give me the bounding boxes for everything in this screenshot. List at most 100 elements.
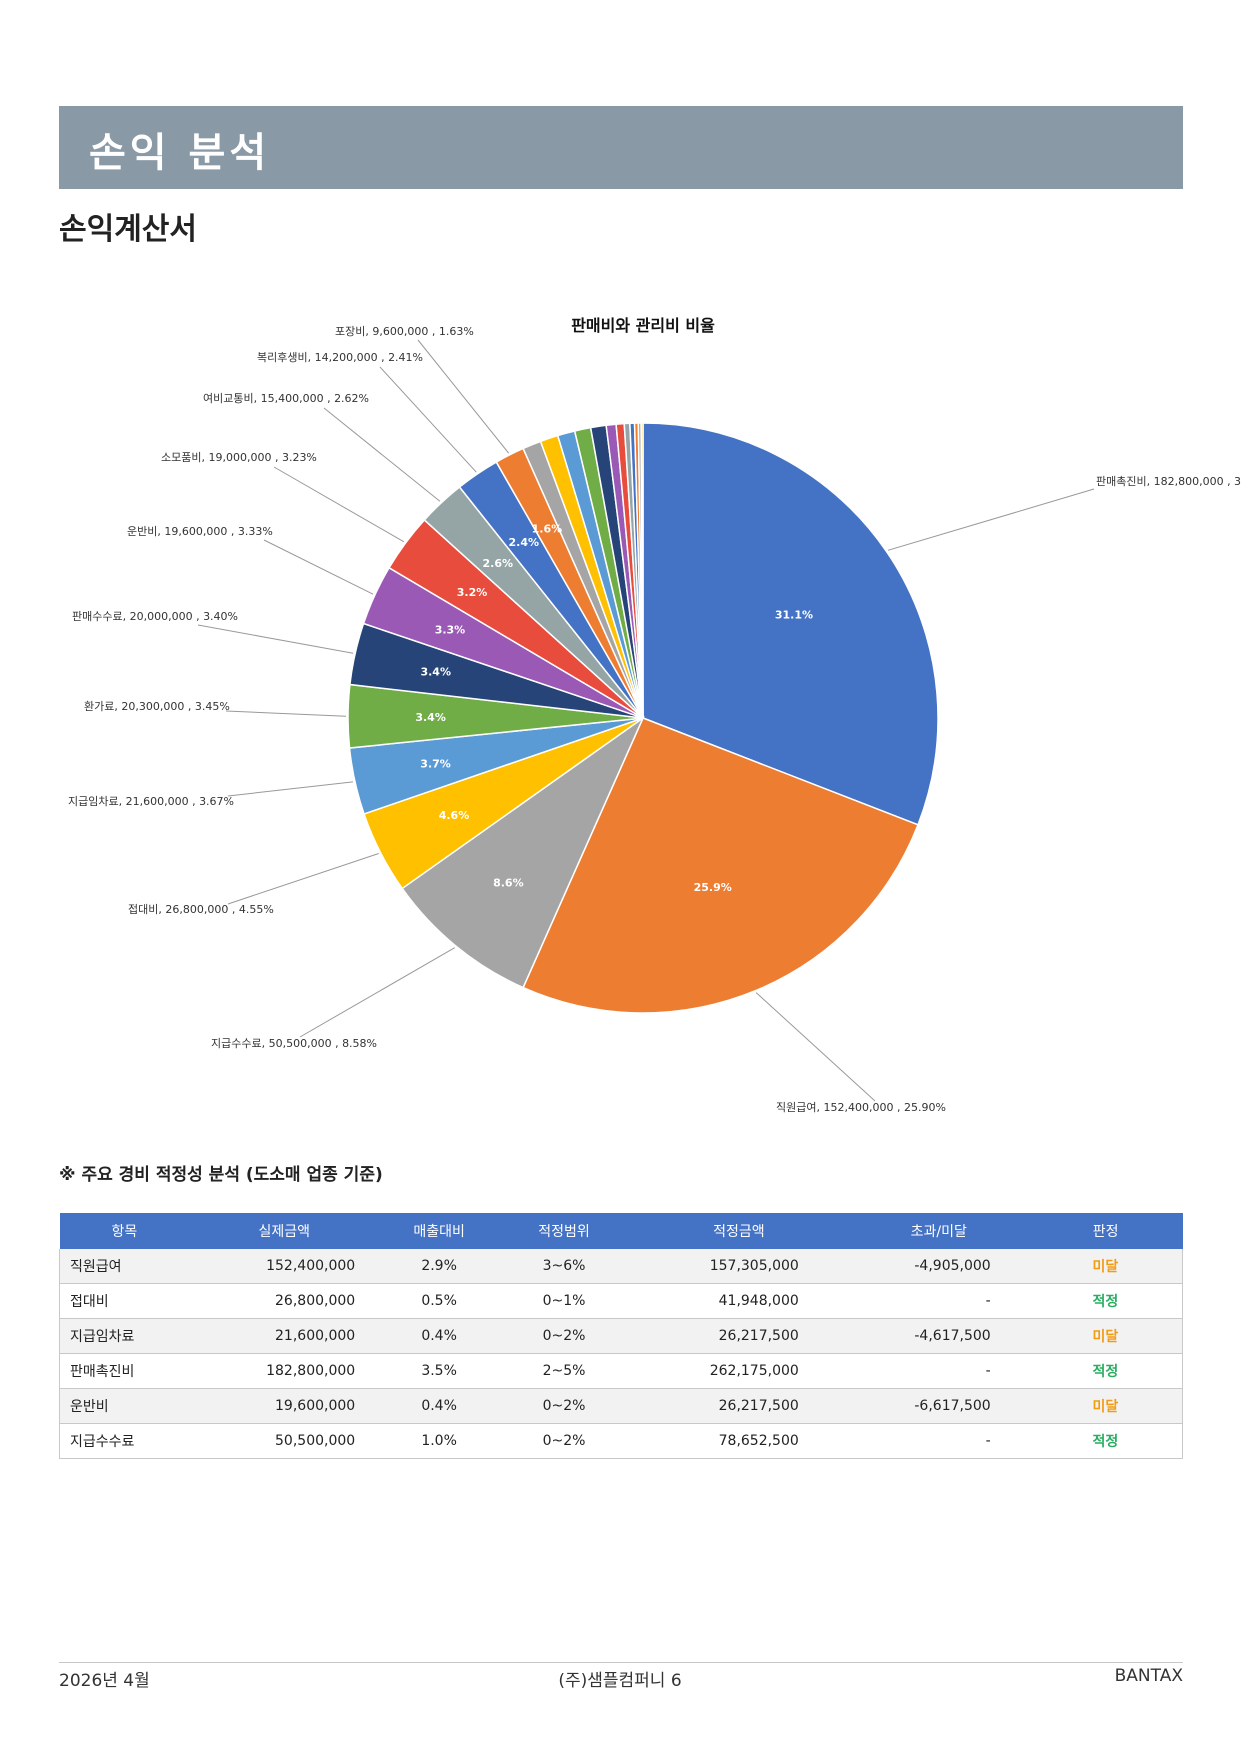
cell-diff: -4,617,500: [848, 1318, 1029, 1354]
cell-item: 접대비: [59, 1283, 190, 1319]
cell-verdict: 적정: [1028, 1353, 1183, 1389]
pie-slice: [642, 422, 939, 826]
cell-verdict: 적정: [1028, 1423, 1183, 1459]
cell-actual: 50,500,000: [189, 1423, 380, 1459]
slice-callout-label: 운반비, 19,600,000 , 3.33%: [127, 525, 273, 538]
table-header-row: 항목 실제금액 매출대비 적정범위 적정금액 초과/미달 판정: [59, 1213, 1183, 1249]
slice-percent-label: 2.6%: [482, 557, 513, 570]
callout-leader-line: [273, 466, 405, 543]
slice-percent-label: 8.6%: [493, 876, 524, 889]
slice-callout-label: 복리후생비, 14,200,000 , 2.41%: [257, 351, 423, 364]
cell-diff: -: [848, 1353, 1029, 1389]
slice-percent-label: 31.1%: [775, 609, 813, 622]
cell-ratio: 1.0%: [379, 1423, 500, 1459]
column-header: 판정: [1028, 1213, 1183, 1249]
cell-item: 지급임차료: [59, 1318, 190, 1354]
pie-slice: [522, 717, 919, 1014]
column-header: 항목: [59, 1213, 190, 1249]
pie-slice: [640, 422, 644, 719]
callout-leader-line: [323, 407, 441, 502]
cell-diff: -: [848, 1423, 1029, 1459]
table-row: 운반비 19,600,000 0.4% 0~2% 26,217,500 -6,617,50…: [59, 1388, 1183, 1424]
callout-leader-line: [417, 339, 510, 454]
cell-actual: 152,400,000: [189, 1249, 380, 1284]
chart-title: 판매비와 관리비 비율: [571, 316, 715, 335]
table-row: 지급수수료 50,500,000 1.0% 0~2% 78,652,500- 적정: [59, 1423, 1183, 1459]
cell-ratio: 3.5%: [379, 1353, 500, 1389]
cell-ratio: 0.4%: [379, 1388, 500, 1424]
pie-slice: [401, 715, 645, 989]
cell-verdict: 미달: [1028, 1249, 1183, 1284]
cell-diff: -: [848, 1283, 1029, 1319]
table-row: 직원급여 152,400,000 2.9% 3~6% 157,305,000 -4,905…: [59, 1249, 1183, 1284]
cell-item: 지급수수료: [59, 1423, 190, 1459]
footer-divider: [59, 1662, 1183, 1663]
cell-diff: -4,905,000: [848, 1249, 1029, 1284]
cell-verdict: 적정: [1028, 1283, 1183, 1319]
footer-center: (주)샘플컴퍼니 6: [545, 1666, 695, 1691]
footer-company: (주)샘플컴퍼니: [558, 1671, 666, 1691]
section-title: 손익계산서: [59, 212, 197, 247]
table-row: 접대비 26,800,000 0.5% 0~1% 41,948,000- 적정: [59, 1283, 1183, 1319]
cell-verdict: 미달: [1028, 1318, 1183, 1354]
cell-ratio: 0.5%: [379, 1283, 500, 1319]
column-header: 매출대비: [379, 1213, 500, 1249]
cell-proper: 262,175,000: [628, 1353, 849, 1389]
slice-percent-label: 4.6%: [439, 809, 470, 822]
cell-range: 0~2%: [499, 1388, 629, 1424]
analysis-title: ※ 주요 경비 적정성 분석 (도소매 업종 기준): [59, 1165, 383, 1185]
slice-callout-label: 포장비, 9,600,000 , 1.63%: [335, 325, 474, 338]
slice-percent-label: 25.9%: [694, 881, 732, 894]
callout-leader-line: [379, 366, 477, 473]
cell-actual: 182,800,000: [189, 1353, 380, 1389]
cell-range: 2~5%: [499, 1353, 629, 1389]
cell-actual: 21,600,000: [189, 1318, 380, 1354]
slice-callout-label: 지급임차료, 21,600,000 , 3.67%: [68, 795, 234, 808]
slice-percent-label: 3.2%: [457, 586, 488, 599]
column-header: 실제금액: [189, 1213, 380, 1249]
footer-date: 2026년 4월: [59, 1671, 150, 1691]
cell-range: 0~2%: [499, 1423, 629, 1459]
slice-callout-label: 직원급여, 152,400,000 , 25.90%: [776, 1101, 946, 1114]
cell-actual: 19,600,000: [189, 1388, 380, 1424]
header-banner: 손익 분석: [59, 106, 1183, 189]
cell-proper: 78,652,500: [628, 1423, 849, 1459]
column-header: 적정금액: [628, 1213, 849, 1249]
cell-item: 운반비: [59, 1388, 190, 1424]
page-title: 손익 분석: [89, 130, 271, 176]
callout-leader-line: [227, 781, 353, 797]
cell-proper: 26,217,500: [628, 1388, 849, 1424]
column-header: 적정범위: [499, 1213, 629, 1249]
column-header: 초과/미달: [848, 1213, 1029, 1249]
callout-leader-line: [887, 488, 1095, 551]
cell-proper: 41,948,000: [628, 1283, 849, 1319]
cell-ratio: 0.4%: [379, 1318, 500, 1354]
cell-actual: 26,800,000: [189, 1283, 380, 1319]
slice-percent-label: 2.4%: [509, 536, 540, 549]
slice-callout-label: 지급수수료, 50,500,000 , 8.58%: [211, 1037, 377, 1050]
slice-percent-label: 3.4%: [415, 711, 446, 724]
page-number: 6: [670, 1671, 682, 1691]
callout-leader-line: [299, 947, 455, 1038]
cell-diff: -6,617,500: [848, 1388, 1029, 1424]
cell-range: 0~1%: [499, 1283, 629, 1319]
slice-percent-label: 1.6%: [532, 523, 563, 536]
callout-leader-line: [197, 624, 354, 654]
slice-callout-label: 접대비, 26,800,000 , 4.55%: [128, 903, 274, 916]
callout-leader-line: [263, 539, 374, 595]
cell-item: 판매촉진비: [59, 1353, 190, 1389]
cell-proper: 26,217,500: [628, 1318, 849, 1354]
cell-proper: 157,305,000: [628, 1249, 849, 1284]
slice-callout-label: 판매수수료, 20,000,000 , 3.40%: [72, 610, 238, 623]
slice-callout-label: 판매촉진비, 182,800,000 , 31.07%: [1096, 475, 1241, 488]
slice-callout-label: 소모품비, 19,000,000 , 3.23%: [161, 451, 317, 464]
cell-range: 3~6%: [499, 1249, 629, 1284]
footer-brand: BANTAX: [1114, 1666, 1183, 1686]
cell-verdict: 미달: [1028, 1388, 1183, 1424]
pie-chart: 판매비와 관리비 비율 판매촉진비, 182,800,000 , 31.07% 직…: [68, 316, 1241, 1114]
table-row: 판매촉진비 182,800,000 3.5% 2~5% 262,175,000- 적정: [59, 1353, 1183, 1389]
slice-callout-label: 환가료, 20,300,000 , 3.45%: [84, 700, 230, 713]
callout-leader-line: [225, 710, 347, 717]
table-row: 지급임차료 21,600,000 0.4% 0~2% 26,217,500 -4,617,…: [59, 1318, 1183, 1354]
slice-percent-label: 3.4%: [420, 666, 451, 679]
